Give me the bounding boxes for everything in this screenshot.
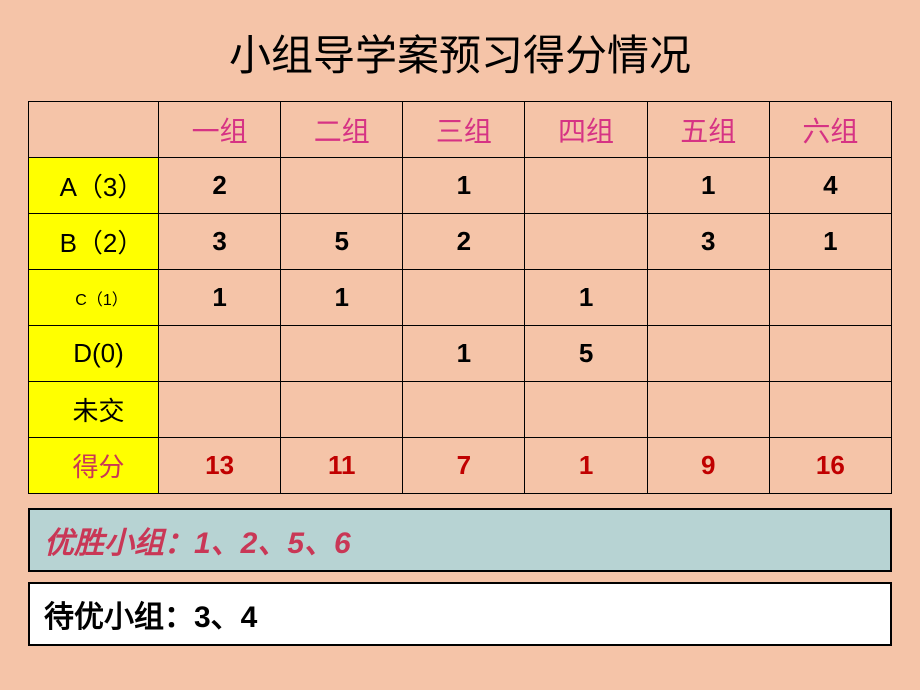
row-label: C（1）: [29, 270, 159, 326]
col-header: 三组: [403, 102, 525, 158]
cell: [769, 326, 891, 382]
cell: [159, 382, 281, 438]
cell: 2: [159, 158, 281, 214]
table-row: B（2） 3 5 2 3 1: [29, 214, 892, 270]
score-table: 一组 二组 三组 四组 五组 六组 A（3） 2 1 1 4 B（2） 3 5 …: [28, 101, 892, 494]
cell: 2: [403, 214, 525, 270]
row-label: A（3）: [29, 158, 159, 214]
row-label: 未交: [29, 382, 159, 438]
table-row: 未交: [29, 382, 892, 438]
cell: [403, 382, 525, 438]
cell: [281, 326, 403, 382]
score-cell: 1: [525, 438, 647, 494]
cell: [647, 270, 769, 326]
cell: 5: [525, 326, 647, 382]
losers-box: 待优小组：3、4: [28, 582, 892, 646]
score-row-label: 得分: [29, 438, 159, 494]
cell: 1: [159, 270, 281, 326]
winners-value: 1、2、5、6: [194, 527, 351, 560]
col-header: 六组: [769, 102, 891, 158]
cell: 1: [281, 270, 403, 326]
table-row: C（1） 1 1 1: [29, 270, 892, 326]
cell: 3: [647, 214, 769, 270]
cell: [769, 382, 891, 438]
cell: 4: [769, 158, 891, 214]
score-row: 得分 13 11 7 1 9 16: [29, 438, 892, 494]
cell: [281, 382, 403, 438]
score-cell: 13: [159, 438, 281, 494]
table-header-row: 一组 二组 三组 四组 五组 六组: [29, 102, 892, 158]
cell: 1: [525, 270, 647, 326]
col-header: 二组: [281, 102, 403, 158]
winners-label: 优胜小组：: [44, 527, 194, 560]
page-title: 小组导学案预习得分情况: [28, 22, 892, 83]
score-cell: 16: [769, 438, 891, 494]
row-label: D(0): [29, 326, 159, 382]
winners-box: 优胜小组：1、2、5、6: [28, 508, 892, 572]
header-empty: [29, 102, 159, 158]
score-cell: 9: [647, 438, 769, 494]
score-cell: 7: [403, 438, 525, 494]
cell: [525, 382, 647, 438]
cell: 1: [769, 214, 891, 270]
col-header: 四组: [525, 102, 647, 158]
table-row: D(0) 1 5: [29, 326, 892, 382]
cell: 3: [159, 214, 281, 270]
cell: 5: [281, 214, 403, 270]
cell: [769, 270, 891, 326]
score-cell: 11: [281, 438, 403, 494]
col-header: 一组: [159, 102, 281, 158]
cell: [647, 326, 769, 382]
cell: [403, 270, 525, 326]
cell: [647, 382, 769, 438]
cell: 1: [647, 158, 769, 214]
cell: [525, 214, 647, 270]
col-header: 五组: [647, 102, 769, 158]
losers-label: 待优小组：: [44, 601, 194, 634]
cell: [159, 326, 281, 382]
row-label: B（2）: [29, 214, 159, 270]
slide: 小组导学案预习得分情况 一组 二组 三组 四组 五组 六组 A（3） 2 1 1…: [0, 0, 920, 690]
cell: [281, 158, 403, 214]
cell: 1: [403, 158, 525, 214]
cell: 1: [403, 326, 525, 382]
table-row: A（3） 2 1 1 4: [29, 158, 892, 214]
cell: [525, 158, 647, 214]
losers-value: 3、4: [194, 601, 257, 634]
